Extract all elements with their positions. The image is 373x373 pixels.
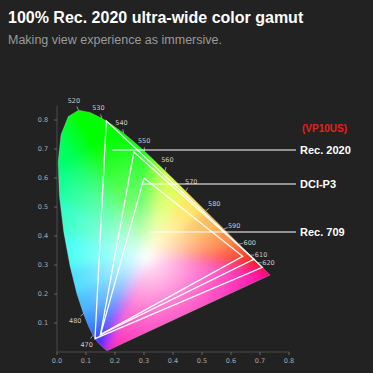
wavelength-label: 470: [80, 341, 92, 349]
x-tick-label: 0.8: [284, 357, 294, 365]
callouts: Rec. 2020 DCI-P3 Rec. 709 (VP10US): [112, 123, 350, 238]
wavelength-label: 600: [244, 239, 256, 247]
wavelength-label: 520: [68, 97, 80, 105]
wavelength-label: 560: [161, 156, 173, 164]
wavelength-label: 570: [185, 178, 197, 186]
y-tick: [54, 207, 57, 208]
wavelength-tick: [122, 129, 124, 133]
wavelength-tick: [91, 335, 93, 338]
wavelength-tick: [258, 262, 262, 263]
series-label: Rec. 709: [300, 226, 345, 238]
white-glow-fill: [57, 106, 289, 353]
x-tick: [202, 352, 203, 355]
x-tick-label: 0.0: [52, 357, 62, 365]
wavelength-label: 590: [228, 222, 240, 230]
wavelength-tick: [144, 147, 145, 151]
x-tick: [115, 352, 116, 355]
y-tick-label: 0.7: [38, 145, 48, 153]
gamut-triangle: [95, 121, 262, 339]
x-tick: [57, 352, 58, 355]
wavelength-tick: [206, 208, 209, 210]
gamut-triangle: [101, 152, 255, 335]
y-axis: [57, 106, 58, 353]
wavelength-tick: [101, 114, 102, 118]
wavelength-label: 530: [92, 104, 104, 112]
wavelength-tick: [250, 255, 254, 256]
series-label: Rec. 2020: [300, 144, 351, 156]
y-tick-label: 0.2: [38, 290, 48, 298]
y-tick: [54, 178, 57, 179]
x-tick-label: 0.5: [197, 357, 207, 365]
x-tick: [289, 352, 290, 355]
wavelength-tick: [239, 243, 243, 245]
wavelength-label: 620: [262, 259, 274, 267]
title: 100% Rec. 2020 ultra-wide color gamut: [8, 9, 304, 26]
annotation: (VP10US): [302, 123, 347, 134]
y-tick: [54, 294, 57, 295]
gamut-triangle: [101, 178, 243, 335]
y-tick-label: 0.5: [38, 203, 48, 211]
x-tick: [86, 352, 87, 355]
y-tick: [54, 149, 57, 150]
x-tick-label: 0.6: [226, 357, 236, 365]
chart: 100% Rec. 2020 ultra-wide color gamut Mak…: [0, 0, 373, 373]
wavelength-label: 540: [115, 119, 127, 127]
x-tick-label: 0.7: [255, 357, 265, 365]
series-label: DCI-P3: [300, 178, 336, 190]
y-tick: [54, 236, 57, 237]
x-tick: [173, 352, 174, 355]
callout-line: [112, 149, 296, 150]
wavelength-label: 480: [69, 317, 81, 325]
wavelength-tick: [77, 107, 79, 111]
x-tick: [231, 352, 232, 355]
y-tick-label: 0.1: [38, 319, 48, 327]
axes: 0.0 0.1 0.2 0.3 0.4 0.5 0.6 0.7 0.8 0.1 0.2 0.3 0.4 0…: [38, 106, 294, 366]
spectral-locus: [58, 110, 270, 350]
wavelength-labels: 470 480 520 530 540 550 560 570 580 590 600 610620: [68, 97, 275, 349]
wavelength-tick: [186, 188, 188, 191]
y-tick-label: 0.8: [38, 116, 48, 124]
wavelength-label: 550: [138, 137, 150, 145]
x-tick-label: 0.2: [110, 357, 120, 365]
y-tick: [54, 323, 57, 324]
y-tick-label: 0.3: [38, 261, 48, 269]
x-tick: [144, 352, 145, 355]
wavelength-tick: [165, 167, 167, 171]
wavelength-tick: [80, 314, 83, 317]
x-tick: [260, 352, 261, 355]
y-tick-label: 0.4: [38, 232, 48, 240]
wavelength-label: 610: [255, 251, 267, 259]
wavelength-label: 580: [208, 200, 220, 208]
x-tick-label: 0.1: [81, 357, 91, 365]
subtitle: Making view experience as immersive.: [8, 33, 222, 47]
x-tick-label: 0.4: [168, 357, 178, 365]
plot: [57, 106, 289, 353]
locus-fill: [57, 106, 289, 353]
callout-line: [140, 183, 296, 184]
y-tick-label: 0.6: [38, 174, 48, 182]
y-tick: [54, 265, 57, 266]
y-tick: [54, 120, 57, 121]
background: [0, 0, 373, 373]
x-tick-label: 0.3: [139, 357, 149, 365]
callout-line: [150, 231, 296, 232]
